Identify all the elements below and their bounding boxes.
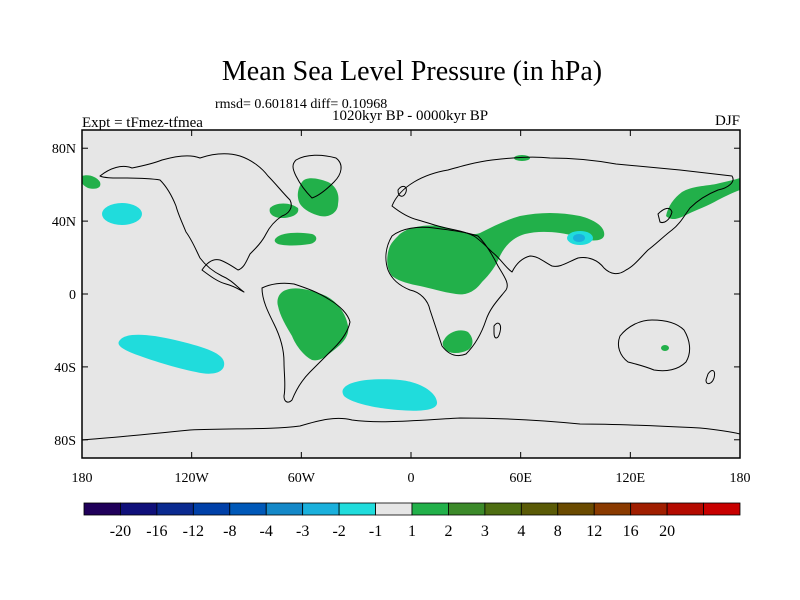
colorbar-label: 1 — [408, 523, 416, 540]
y-axis: 80N 40N 0 40S 80S — [52, 142, 740, 449]
colorbar-label: -3 — [296, 523, 309, 540]
coast-south-america — [261, 282, 351, 403]
coast-north-america — [99, 153, 292, 293]
x-tick-label: 0 — [408, 471, 415, 486]
colorbar-swatch — [265, 502, 304, 516]
colorbar-label: -2 — [332, 523, 345, 540]
colorbar-swatch — [630, 502, 668, 516]
colorbar-label: -4 — [260, 523, 273, 540]
colorbar-label: -8 — [223, 523, 236, 540]
y-tick-label: 80N — [52, 142, 76, 157]
colorbar-label: 4 — [517, 523, 525, 540]
coast-greenland — [292, 154, 342, 199]
colorbar-swatch — [375, 502, 413, 516]
colorbar: -20 -16 -12 -8 -4 -3 -2 -1 1 2 3 4 8 12 16 20 — [83, 502, 741, 540]
period-label: 1020kyr BP - 0000kyr BP — [332, 108, 488, 124]
chart-title: Mean Sea Level Pressure (in hPa) — [222, 56, 602, 87]
colorbar-label: -20 — [110, 523, 131, 540]
anomaly-south-atlantic — [342, 379, 438, 411]
coastlines — [82, 153, 740, 441]
anomaly-alaska — [82, 175, 101, 189]
y-tick-label: 0 — [69, 288, 76, 303]
coast-uk — [397, 185, 407, 197]
colorbar-swatch — [229, 502, 267, 516]
colorbar-swatch — [520, 502, 559, 516]
coast-antarctica — [82, 417, 740, 441]
colorbar-swatch — [411, 502, 449, 516]
coast-eurasia — [391, 156, 734, 275]
season-label: DJF — [715, 113, 740, 129]
y-tick-label: 80S — [54, 434, 76, 449]
colorbar-swatch — [302, 502, 340, 516]
colorbar-swatch — [484, 502, 522, 516]
colorbar-label: -16 — [146, 523, 167, 540]
colorbar-label: 3 — [481, 523, 489, 540]
experiment-label: Expt = tFmez-tfmea — [82, 115, 203, 131]
colorbar-swatch — [557, 502, 595, 516]
colorbar-label: 2 — [444, 523, 452, 540]
colorbar-swatch — [156, 502, 194, 516]
colorbar-label: 12 — [586, 523, 602, 540]
anomaly-australia-small — [661, 345, 669, 351]
anomaly-north-pacific — [102, 203, 142, 225]
x-tick-label: 120E — [616, 471, 646, 486]
x-tick-label: 180 — [730, 471, 751, 486]
anomaly-southern-africa — [442, 330, 473, 353]
coast-new-zealand — [705, 370, 715, 385]
colorbar-label: 8 — [554, 523, 562, 540]
colorbar-label: -12 — [183, 523, 204, 540]
colorbar-swatch — [83, 502, 121, 516]
x-tick-label: 180 — [72, 471, 93, 486]
anomaly-kamchatka-japan — [666, 178, 740, 220]
colorbar-swatch — [703, 502, 741, 516]
colorbar-swatch — [120, 502, 158, 516]
coast-japan — [657, 207, 673, 223]
x-tick-label: 60E — [509, 471, 532, 486]
colorbar-label: -1 — [369, 523, 382, 540]
colorbar-swatch — [666, 502, 704, 516]
coast-africa — [385, 226, 508, 357]
coast-australia — [617, 319, 691, 372]
anomaly-north-africa-middle-east — [387, 213, 605, 295]
x-axis: 180 120W 60W 0 60E 120E 180 — [72, 130, 751, 486]
stats-line: rmsd= 0.601814 diff= 0.10968 — [215, 97, 387, 112]
anomaly-greenland-labrador — [269, 178, 339, 218]
x-tick-label: 120W — [175, 471, 210, 486]
anomaly-north-atlantic — [274, 232, 317, 246]
colorbar-swatch — [593, 502, 632, 516]
anomaly-south-pacific — [118, 334, 225, 374]
colorbar-label: 20 — [659, 523, 675, 540]
anomaly-tibet-core — [573, 234, 585, 242]
colorbar-swatch — [338, 502, 376, 516]
coast-madagascar — [493, 322, 501, 339]
anomaly-south-america — [277, 288, 349, 361]
y-tick-label: 40N — [52, 215, 76, 230]
x-tick-label: 60W — [288, 471, 316, 486]
y-tick-label: 40S — [54, 361, 76, 376]
colorbar-label: 16 — [623, 523, 639, 540]
colorbar-swatch — [448, 502, 486, 516]
colorbar-swatch — [192, 502, 231, 516]
